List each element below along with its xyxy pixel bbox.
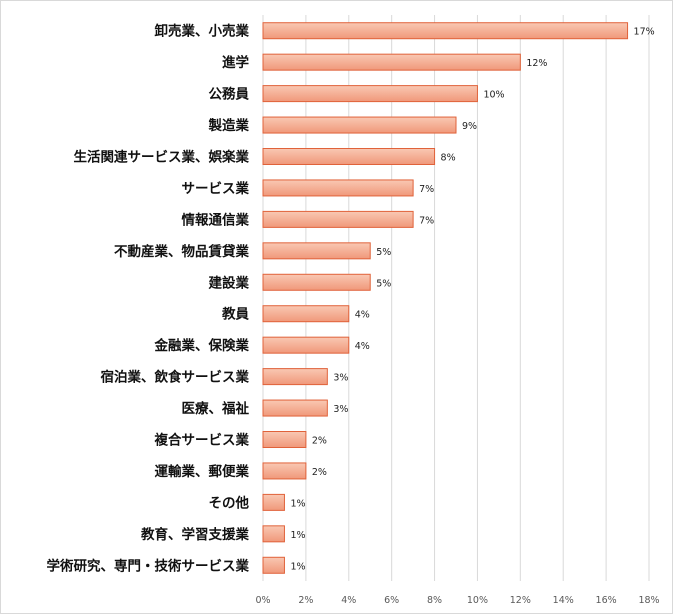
data-label: 5% — [376, 247, 391, 258]
data-label: 4% — [355, 341, 370, 352]
category-label: サービス業 — [182, 180, 250, 197]
category-label: 公務員 — [209, 86, 250, 103]
data-label: 12% — [526, 58, 547, 69]
data-label: 17% — [634, 27, 655, 38]
category-label: 金融業、保険業 — [154, 337, 250, 354]
data-label: 3% — [333, 404, 348, 415]
category-label: 教員 — [222, 306, 249, 323]
category-label: 複合サービス業 — [154, 432, 250, 449]
bar — [262, 556, 285, 574]
bar — [262, 493, 285, 511]
bar — [262, 399, 328, 417]
category-label: 医療、福祉 — [182, 400, 250, 417]
x-tick-label: 12% — [510, 595, 531, 606]
category-label: 学術研究、専門・技術サービス業 — [47, 557, 250, 574]
category-label: その他 — [209, 494, 250, 511]
category-label: 情報通信業 — [182, 211, 250, 228]
category-label: 建設業 — [208, 274, 250, 291]
bar — [262, 53, 521, 71]
x-tick-label: 2% — [298, 595, 313, 606]
category-label: 卸売業、小売業 — [155, 23, 250, 40]
category-label: 宿泊業、飲食サービス業 — [101, 369, 250, 386]
bar — [262, 336, 350, 354]
x-tick-label: 14% — [553, 595, 574, 606]
category-label: 製造業 — [208, 117, 250, 134]
data-label: 5% — [376, 278, 391, 289]
bar — [262, 273, 371, 291]
bar — [262, 116, 457, 134]
data-label: 3% — [333, 373, 348, 384]
x-tick-label: 4% — [341, 595, 356, 606]
data-label: 1% — [290, 530, 305, 541]
data-labels: 17% 12% 10% 9% 8% 7% 7% 5% 5% 4% 4% 3% 3% 2% 2% 1% 1% 1% — [290, 27, 654, 573]
category-label: 不動産業、物品賃貸業 — [114, 243, 249, 260]
x-tick-label: 8% — [427, 595, 442, 606]
data-label: 8% — [441, 153, 456, 164]
data-label: 1% — [290, 498, 305, 509]
bars — [262, 22, 629, 574]
category-label: 生活関連サービス業、娯楽業 — [74, 149, 250, 166]
data-label: 9% — [462, 121, 477, 132]
data-label: 1% — [290, 561, 305, 572]
bar — [262, 462, 307, 480]
bar — [262, 305, 350, 323]
bar — [262, 210, 414, 228]
x-tick-label: 0% — [255, 595, 270, 606]
data-label: 10% — [483, 90, 504, 101]
bar — [262, 148, 436, 165]
data-label: 7% — [419, 215, 434, 226]
x-tick-label: 6% — [384, 595, 399, 606]
category-label: 運輸業、郵便業 — [155, 463, 250, 480]
category-labels: 卸売業、小売業進学公務員製造業生活関連サービス業、娯楽業サービス業情報通信業不動… — [47, 23, 250, 575]
category-label: 進学 — [222, 54, 249, 71]
data-label: 7% — [419, 184, 434, 195]
x-tick-label: 18% — [638, 595, 659, 606]
bar — [262, 525, 285, 543]
bar — [262, 431, 307, 448]
bar — [262, 179, 414, 197]
bar — [262, 85, 478, 103]
bar — [262, 22, 629, 40]
data-label: 2% — [312, 467, 327, 478]
x-tick-label: 10% — [467, 595, 488, 606]
category-label: 教育、学習支援業 — [141, 526, 249, 543]
data-label: 2% — [312, 436, 327, 447]
bar — [262, 242, 371, 260]
gridlines — [262, 15, 650, 581]
data-label: 4% — [355, 310, 370, 321]
bar — [262, 368, 328, 386]
x-tick-label: 16% — [596, 595, 617, 606]
x-axis-tick-labels: 0% 2% 4% 6% 8% 10% 12% 14% 16% 18% — [255, 595, 659, 606]
